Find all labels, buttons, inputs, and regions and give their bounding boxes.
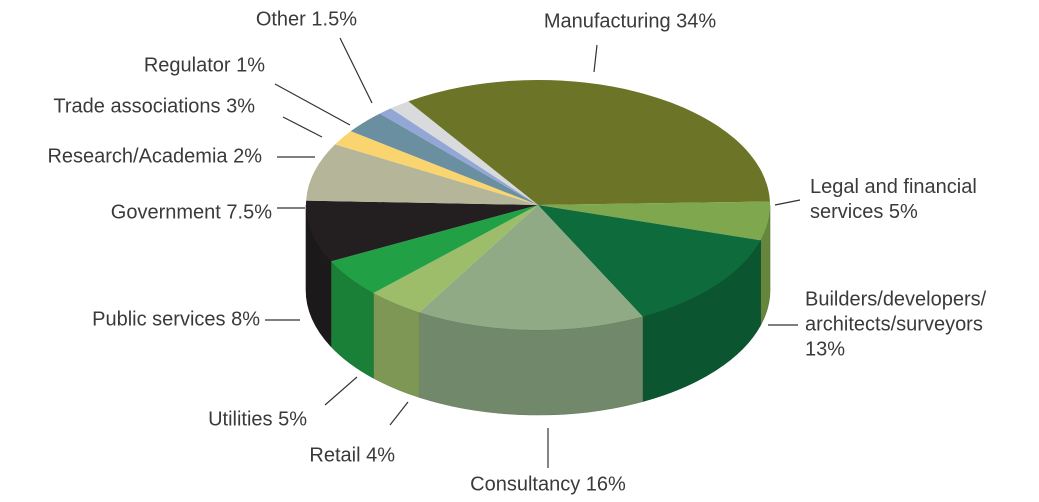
- leader-line: [282, 116, 323, 138]
- slice: [379, 108, 538, 205]
- category-label: Retail: [309, 444, 361, 467]
- category-label: Government: [110, 201, 221, 224]
- slice: [408, 80, 770, 205]
- value-label: 5%: [888, 201, 918, 223]
- slice: [305, 200, 538, 262]
- category-label: Regulator: [143, 54, 231, 77]
- leader-line: [593, 44, 598, 73]
- slice: [538, 201, 771, 241]
- category-label: Research/Academia: [47, 145, 228, 168]
- category-label: Public services: [92, 308, 226, 331]
- category-label: Consultancy: [470, 473, 581, 496]
- category-label: Manufacturing: [543, 10, 671, 33]
- value-label: 13%: [805, 338, 846, 361]
- slice-label: Research/Academia 2%: [47, 145, 262, 170]
- slice: [390, 101, 538, 205]
- slice-label: Utilities 5%: [208, 408, 307, 433]
- value-label: 16%: [585, 473, 626, 496]
- slice-label: Legal and financial services 5%: [810, 175, 1020, 225]
- value-label: 4%: [366, 444, 395, 467]
- slice-label: Government 7.5%: [111, 201, 272, 226]
- value-label: 7.5%: [226, 201, 272, 224]
- slice-label: Retail 4%: [309, 444, 395, 469]
- slice: [538, 205, 761, 317]
- value-label: 8%: [231, 308, 260, 331]
- leader-line: [324, 376, 358, 406]
- slice-label: Regulator 1%: [144, 54, 265, 79]
- value-label: 5%: [278, 408, 307, 431]
- slice: [350, 113, 538, 205]
- slice-label: Manufacturing 34%: [544, 10, 716, 35]
- category-label: Builders/developers/architects/surveyors: [805, 288, 987, 336]
- value-label: 1%: [236, 54, 265, 77]
- value-label: 2%: [233, 145, 262, 168]
- slice-label: Public services 8%: [92, 308, 260, 333]
- value-label: 3%: [226, 95, 255, 118]
- category-label: Legal and financial services: [810, 176, 977, 223]
- leader-line: [774, 199, 801, 206]
- pie-sides: [305, 204, 771, 416]
- slice: [306, 144, 538, 205]
- slice: [419, 205, 643, 330]
- leader-line: [389, 401, 409, 426]
- value-label: 34%: [676, 10, 717, 33]
- slice-label: Trade associations 3%: [53, 95, 255, 120]
- slice-label: Consultancy 16%: [470, 473, 626, 498]
- slice: [335, 131, 538, 205]
- value-label: 1.5%: [311, 8, 357, 31]
- slice: [373, 205, 538, 313]
- category-label: Trade associations: [53, 95, 221, 118]
- category-label: Utilities: [208, 408, 273, 431]
- slice-label: Builders/developers/architects/surveyors…: [805, 288, 1025, 363]
- slice-label: Other 1.5%: [256, 8, 357, 33]
- leader-line: [339, 37, 373, 104]
- pie-tops: [305, 80, 771, 330]
- slice: [330, 205, 538, 294]
- category-label: Other: [255, 8, 306, 31]
- leader-line: [274, 83, 351, 126]
